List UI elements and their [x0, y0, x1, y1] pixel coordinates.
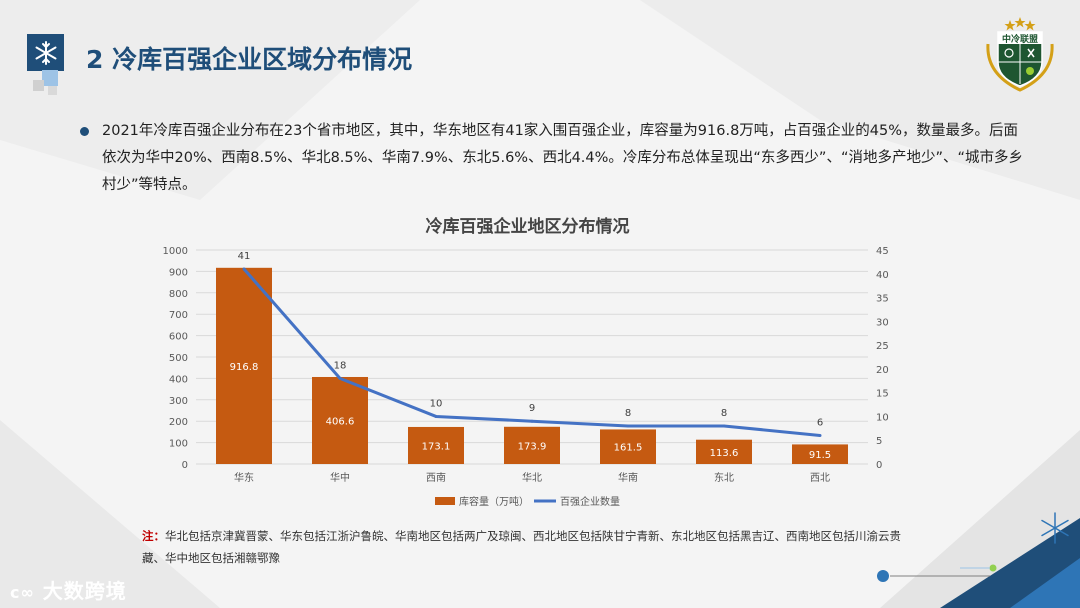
decor-square: [48, 86, 57, 95]
brand-watermark: ᴄ∞ 大数跨境: [10, 575, 127, 604]
bar: [408, 426, 464, 464]
line-point: [818, 433, 822, 437]
y-tick-label: 100: [169, 439, 188, 450]
line-point: [530, 419, 534, 423]
line-value-label: 41: [238, 251, 251, 262]
page-title: 2 冷库百强企业区域分布情况: [86, 45, 413, 74]
corner-decoration: [877, 512, 1080, 608]
bar: [312, 376, 368, 464]
y-tick-label: 800: [169, 289, 188, 300]
snowflake-icon: [35, 40, 56, 65]
bullet-point: [80, 127, 89, 136]
y2-tick-label: 10: [876, 412, 889, 423]
y-tick-label: 0: [182, 460, 188, 471]
decor-square: [33, 80, 44, 91]
x-tick-label: 华中: [330, 471, 350, 484]
line-value-label: 18: [334, 360, 347, 371]
x-tick-label: 西南: [426, 471, 446, 484]
legend-label-bar: 库容量（万吨）: [459, 495, 529, 508]
bar-value-label: 161.5: [614, 443, 643, 454]
bar-value-label: 113.6: [710, 448, 739, 459]
footnote: 注：华北包括京津冀晋蒙、华东包括江浙沪鲁皖、华南地区包括两广及琼闽、西北地区包括…: [142, 525, 922, 569]
chart-title: 冷库百强企业地区分布情况: [425, 217, 630, 237]
line-point: [242, 267, 246, 271]
bar: [216, 267, 272, 464]
y2-tick-label: 5: [876, 436, 882, 447]
y-tick-label: 500: [169, 353, 188, 364]
y2-tick-label: 30: [876, 317, 889, 328]
legend-label-line: 百强企业数量: [560, 495, 620, 508]
line-value-label: 8: [721, 408, 727, 419]
y-tick-label: 600: [169, 332, 188, 343]
line-point: [338, 376, 342, 380]
line-value-label: 10: [430, 398, 443, 409]
y-tick-label: 200: [169, 417, 188, 428]
y-tick-label: 700: [169, 310, 188, 321]
bar-value-label: 406.6: [326, 416, 355, 427]
y-tick-label: 900: [169, 267, 188, 278]
y2-tick-label: 20: [876, 365, 889, 376]
bar: [696, 439, 752, 464]
decor-square: [42, 70, 58, 86]
x-tick-label: 华南: [618, 471, 638, 484]
alliance-logo: 中冷联盟: [986, 17, 1054, 92]
bar-value-label: 91.5: [809, 450, 831, 461]
x-tick-label: 华东: [234, 471, 254, 484]
snowflake-icon: [1041, 512, 1069, 544]
y2-tick-label: 25: [876, 341, 889, 352]
bar-value-label: 173.9: [518, 441, 547, 452]
y-tick-label: 1000: [163, 246, 188, 257]
footnote-text: 华北包括京津冀晋蒙、华东包括江浙沪鲁皖、华南地区包括两广及琼闽、西北地区包括陕甘…: [142, 529, 901, 565]
x-tick-label: 东北: [714, 471, 734, 484]
bar: [600, 429, 656, 464]
logo-text: 中冷联盟: [1002, 33, 1038, 45]
line-value-label: 6: [817, 417, 823, 428]
intro-paragraph: 2021年冷库百强企业分布在23个省市地区，其中，华东地区有41家入围百强企业，…: [102, 123, 1023, 193]
line-point: [626, 424, 630, 428]
x-tick-label: 西北: [810, 472, 830, 484]
brand-text: 大数跨境: [42, 579, 127, 603]
y-tick-label: 400: [169, 374, 188, 385]
y2-tick-label: 15: [876, 389, 889, 400]
legend-swatch-bar: [435, 497, 455, 505]
bar: [504, 426, 560, 464]
y2-tick-label: 45: [876, 246, 889, 257]
bar-value-label: 916.8: [230, 362, 259, 373]
footnote-label: 注：: [142, 529, 165, 543]
line-value-label: 9: [529, 403, 535, 414]
y-tick-label: 300: [169, 396, 188, 407]
x-tick-label: 华北: [522, 471, 542, 484]
bar-value-label: 173.1: [422, 441, 451, 452]
y2-tick-label: 0: [876, 460, 882, 471]
brand-logo-icon: ᴄ∞: [10, 583, 35, 602]
line-point: [434, 414, 438, 418]
y2-tick-label: 35: [876, 294, 889, 305]
line-value-label: 8: [625, 408, 631, 419]
bar: [792, 444, 848, 464]
line-point: [722, 424, 726, 428]
snowflake-badge: [27, 34, 64, 71]
y2-tick-label: 40: [876, 270, 889, 281]
